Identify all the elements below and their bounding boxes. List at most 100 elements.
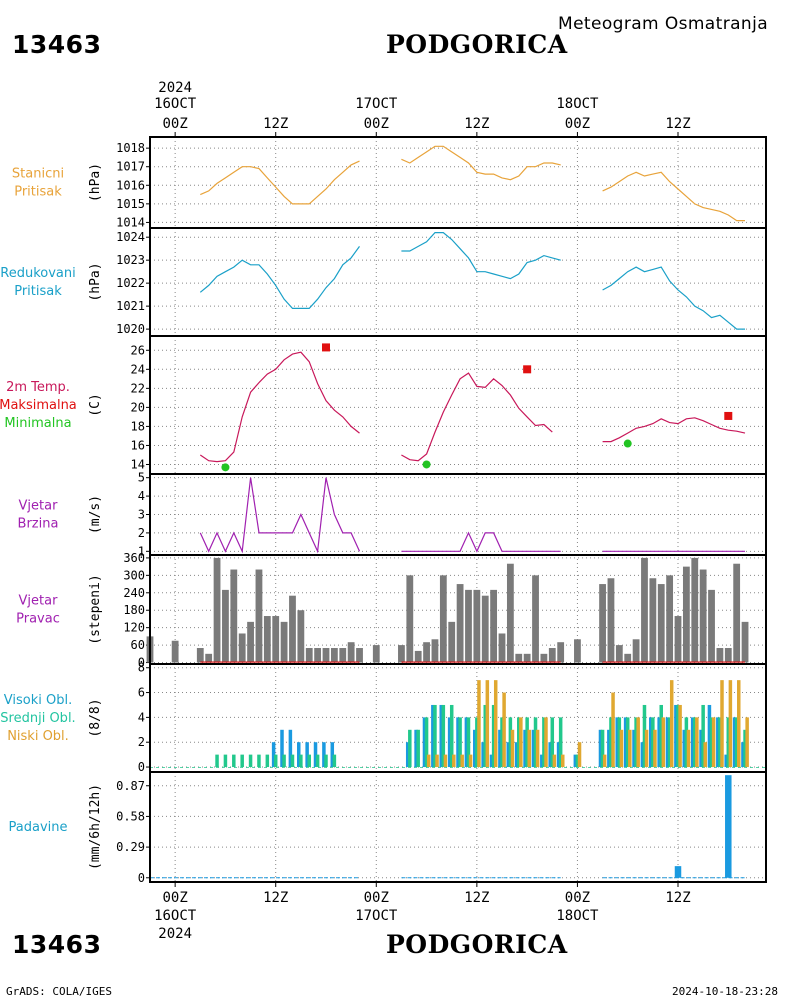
max-temp-marker bbox=[322, 343, 330, 352]
clouds-bar bbox=[460, 754, 464, 768]
clouds-bar bbox=[449, 704, 454, 768]
y-axis-label: (hPa) bbox=[88, 163, 103, 202]
y-tick-label: 1016 bbox=[116, 178, 145, 192]
clouds-bar bbox=[485, 680, 490, 768]
panel-label: Maksimalna bbox=[0, 398, 77, 413]
wind_direction-bar bbox=[347, 642, 355, 663]
wind_direction-bar bbox=[548, 648, 556, 663]
panel-frame bbox=[149, 771, 767, 883]
clouds-bar bbox=[607, 729, 611, 768]
wind_direction-bar bbox=[691, 557, 699, 663]
clouds-bar bbox=[634, 717, 638, 768]
clouds-bar bbox=[575, 754, 580, 768]
y-tick-label: 0 bbox=[138, 760, 145, 774]
wind_direction-bar bbox=[666, 575, 674, 663]
y-tick-label: 1015 bbox=[116, 197, 145, 211]
wind_direction-bar bbox=[448, 621, 456, 663]
clouds-bar bbox=[491, 704, 496, 768]
wind_direction-bar bbox=[682, 566, 690, 663]
wind_direction-bar bbox=[272, 616, 280, 663]
panel-label: Redukovani bbox=[0, 266, 75, 281]
wind_direction-bar bbox=[222, 589, 229, 663]
wind_direction-bar bbox=[532, 575, 539, 663]
clouds-bar bbox=[741, 742, 745, 768]
clouds-bar bbox=[724, 754, 728, 768]
clouds-bar bbox=[711, 717, 716, 768]
panel-label: Visoki Obl. bbox=[4, 693, 72, 708]
clouds-bar bbox=[734, 717, 739, 768]
wind_direction-bar bbox=[599, 584, 606, 663]
clouds-bar bbox=[502, 692, 506, 768]
clouds-bar bbox=[439, 704, 443, 768]
y-tick-label: 18 bbox=[131, 419, 145, 433]
wind_direction-bar bbox=[456, 584, 464, 663]
clouds-bar bbox=[519, 717, 523, 768]
clouds-bar bbox=[506, 742, 511, 768]
min-temp-marker bbox=[623, 439, 632, 448]
clouds-bar bbox=[577, 742, 582, 768]
wind_direction-bar bbox=[649, 578, 657, 663]
wind_direction-bar bbox=[515, 653, 523, 663]
clouds-bar bbox=[307, 754, 311, 768]
y-tick-label: 180 bbox=[123, 603, 145, 617]
clouds-bar bbox=[544, 717, 548, 768]
panel-label: 2m Temp. bbox=[6, 380, 70, 395]
clouds-bar bbox=[514, 742, 519, 768]
clouds-bar bbox=[699, 729, 703, 768]
y-tick-label: 1022 bbox=[116, 276, 145, 290]
clouds-bar bbox=[550, 717, 555, 768]
top-midday-label: 12Z bbox=[464, 116, 489, 132]
wind_direction-bar bbox=[263, 616, 271, 663]
clouds-bar bbox=[531, 729, 536, 768]
wind_speed-line bbox=[401, 531, 561, 553]
clouds-bar bbox=[615, 717, 619, 768]
clouds-bar bbox=[617, 717, 622, 768]
clouds-bar bbox=[517, 717, 521, 768]
wind_direction-bar bbox=[716, 648, 724, 663]
min-temp-marker bbox=[422, 460, 431, 469]
wind_direction-bar bbox=[297, 610, 305, 663]
panel-label: Vjetar bbox=[19, 499, 59, 514]
clouds-bar bbox=[602, 754, 607, 768]
clouds-bar bbox=[456, 717, 460, 768]
wind_direction-bar bbox=[322, 648, 330, 663]
clouds-bar bbox=[525, 717, 529, 768]
clouds-bar bbox=[523, 729, 527, 768]
y-tick-label: 4 bbox=[138, 489, 145, 503]
y-tick-label: 14 bbox=[131, 457, 145, 471]
bottom-year-label: 2024 bbox=[158, 926, 192, 942]
clouds-bar bbox=[535, 729, 540, 768]
station-name-bottom: PODGORICA bbox=[386, 930, 568, 959]
precipitation-bar bbox=[725, 775, 732, 878]
wind_direction-bar bbox=[490, 589, 498, 663]
clouds-bar bbox=[676, 704, 680, 768]
wind_direction-bar bbox=[473, 589, 481, 663]
wind_direction-bar bbox=[305, 648, 313, 663]
wind_direction-bar bbox=[280, 621, 288, 663]
clouds-bar bbox=[498, 729, 502, 768]
wind_direction-bar bbox=[699, 569, 707, 663]
y-tick-label: 0 bbox=[138, 656, 145, 670]
clouds-bar bbox=[573, 754, 578, 768]
wind_direction-bar bbox=[574, 639, 581, 663]
clouds-bar bbox=[561, 754, 565, 768]
reduced_pressure-line bbox=[199, 246, 360, 309]
clouds-bar bbox=[548, 742, 552, 768]
temperature-line bbox=[602, 417, 746, 443]
clouds-bar bbox=[611, 692, 615, 768]
clouds-bar bbox=[623, 717, 628, 768]
clouds-bar bbox=[527, 729, 531, 768]
clouds-bar bbox=[466, 717, 471, 768]
clouds-bar bbox=[693, 717, 697, 768]
clouds-bar bbox=[556, 742, 561, 768]
wind_direction-bar bbox=[607, 578, 615, 663]
clouds-bar bbox=[313, 742, 318, 768]
clouds-bar bbox=[273, 754, 278, 768]
y-tick-label: 1023 bbox=[116, 253, 145, 267]
clouds-bar bbox=[552, 754, 557, 768]
clouds-bar bbox=[232, 754, 236, 768]
clouds-bar bbox=[665, 717, 670, 768]
wind_direction-bar bbox=[196, 648, 204, 663]
wind_direction-bar bbox=[398, 645, 405, 663]
top-day-label: 18OCT bbox=[556, 96, 599, 112]
